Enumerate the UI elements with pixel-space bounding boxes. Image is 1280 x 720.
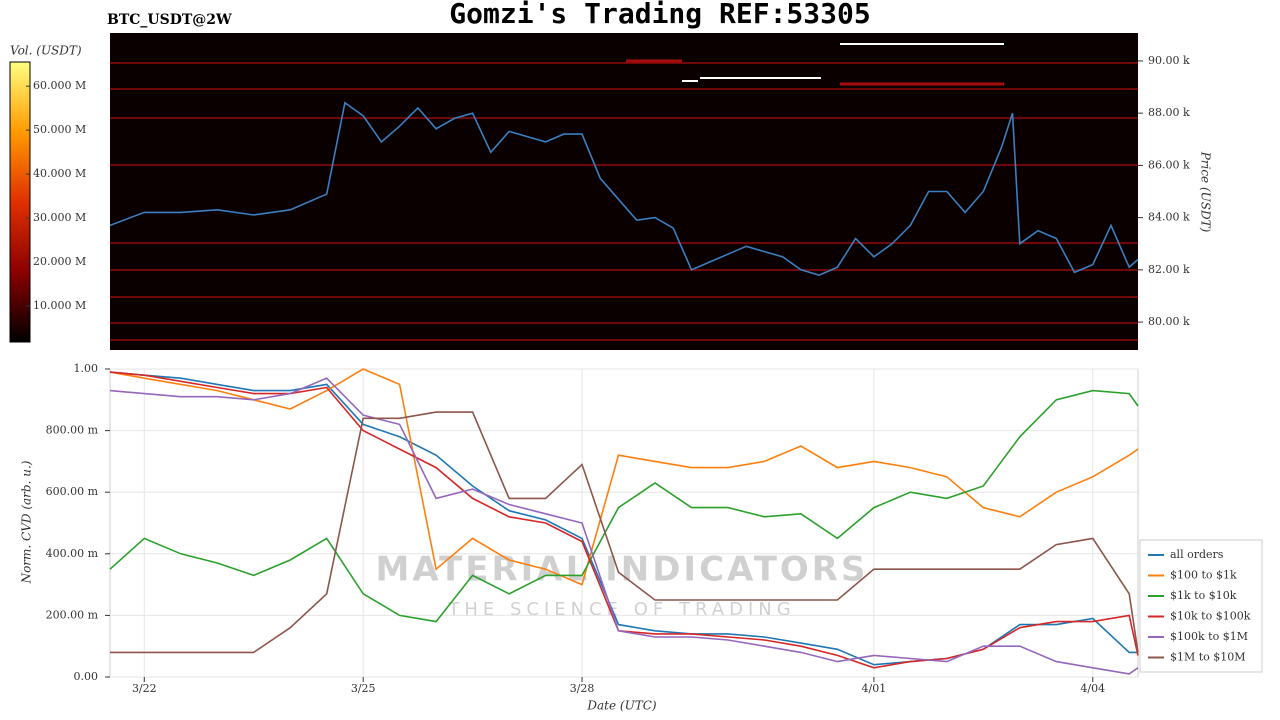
x-axis-label: Date (UTC) — [586, 699, 656, 713]
colorbar-label: Vol. (USDT) — [10, 44, 82, 58]
colorbar-tick-label: 60.000 M — [33, 79, 86, 92]
y-tick-label: 1.00 — [74, 362, 99, 375]
legend-label: $100 to $1k — [1170, 569, 1237, 582]
y-tick-label: 200.00 m — [46, 608, 99, 621]
y-tick-label: 400.00 m — [46, 547, 99, 560]
series-line — [109, 101, 1139, 276]
y-tick-label: 82.00 k — [1148, 263, 1190, 276]
watermark: THE SCIENCE OF TRADING — [447, 599, 795, 620]
series-line — [110, 411, 1139, 654]
x-tick-label: 3/25 — [351, 682, 376, 695]
series-line — [109, 377, 1139, 675]
colorbar-tick-label: 50.000 M — [33, 123, 86, 136]
colorbar-tick-label: 20.000 M — [33, 255, 86, 268]
y-tick-label: 84.00 k — [1148, 211, 1190, 224]
y-tick-label: 0.00 — [74, 670, 99, 683]
series-line — [109, 389, 1139, 623]
heatmap-bands — [110, 59, 1138, 341]
y-tick-label: 600.00 m — [46, 485, 99, 498]
legend — [1139, 539, 1263, 673]
y-tick-label: 88.00 k — [1148, 106, 1190, 119]
colorbar-tick-label: 30.000 M — [33, 211, 86, 224]
colorbar-tick-label: 40.000 M — [33, 167, 86, 180]
y-tick-label: 86.00 k — [1148, 158, 1190, 171]
legend-label: $1M to $10M — [1170, 651, 1246, 664]
y-tick-label: 800.00 m — [46, 424, 99, 437]
x-tick-label: 4/01 — [862, 682, 887, 695]
legend-label: all orders — [1170, 548, 1224, 561]
y-axis-label: Norm. CVD (arb. u.) — [20, 460, 34, 584]
chart-title: Gomzi's Trading REF:53305 — [449, 0, 870, 30]
chart-subtitle: BTC_USDT@2W — [107, 12, 232, 28]
x-tick-label: 4/04 — [1080, 682, 1105, 695]
legend-label: $100k to $1M — [1170, 630, 1248, 643]
x-tick-label: 3/28 — [570, 682, 595, 695]
large-orders — [682, 43, 1004, 82]
y-tick-label: 80.00 k — [1148, 315, 1190, 328]
legend-label: $1k to $10k — [1170, 589, 1237, 602]
colorbar — [9, 61, 31, 343]
y-axis-label: Price (USDT) — [1199, 151, 1213, 233]
watermark: MATERIAL INDICATORS — [376, 550, 869, 590]
colorbar-tick-label: 10.000 M — [33, 299, 86, 312]
x-tick-label: 3/22 — [132, 682, 157, 695]
legend-label: $10k to $100k — [1170, 610, 1251, 623]
series-line — [109, 368, 1139, 586]
y-tick-label: 90.00 k — [1148, 54, 1190, 67]
heatmap — [110, 33, 1138, 350]
